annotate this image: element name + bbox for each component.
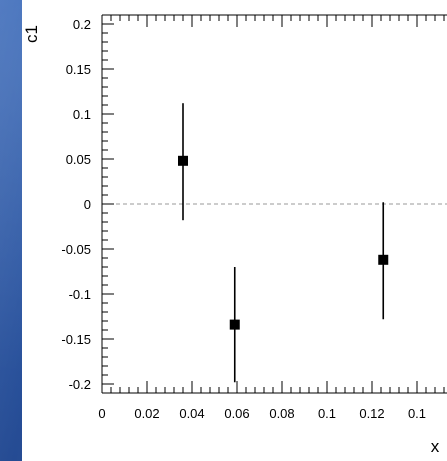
scatter-chart: 0.2 0.15 0.1 0.05 0 -0.05 -0.1 -0.15 -0.2 0 0.02 0.… <box>22 14 447 456</box>
y-tick-label: -0.05 <box>61 242 91 257</box>
y-tick-label: 0.2 <box>73 17 91 32</box>
data-point <box>378 254 389 265</box>
x-tick-label: 0.12 <box>359 406 384 421</box>
y-tick-label: 0 <box>84 197 91 212</box>
x-tick-label: 0.1 <box>408 406 426 421</box>
y-tick-label: 0.05 <box>66 152 91 167</box>
y-tick-label: -0.2 <box>69 377 91 392</box>
x-tick-label: 0.02 <box>134 406 159 421</box>
x-tick-label: 0.06 <box>224 406 249 421</box>
y-tick-label: -0.15 <box>61 332 91 347</box>
data-point <box>178 155 188 166</box>
x-tick-label: 0.08 <box>269 406 294 421</box>
x-tick-label: 0.1 <box>318 406 336 421</box>
y-tick-label: -0.1 <box>69 287 91 302</box>
data-point <box>229 319 240 330</box>
y-tick-label: 0.1 <box>73 107 91 122</box>
x-tick-label: 0.04 <box>179 406 204 421</box>
x-axis-title: x <box>431 437 440 456</box>
y-axis-title: c1 <box>22 25 41 43</box>
plot-panel: 0.2 0.15 0.1 0.05 0 -0.05 -0.1 -0.15 -0.2 0 0.02 0.… <box>22 0 447 461</box>
y-tick-label: 0.15 <box>66 62 91 77</box>
x-tick-label: 0 <box>98 406 105 421</box>
